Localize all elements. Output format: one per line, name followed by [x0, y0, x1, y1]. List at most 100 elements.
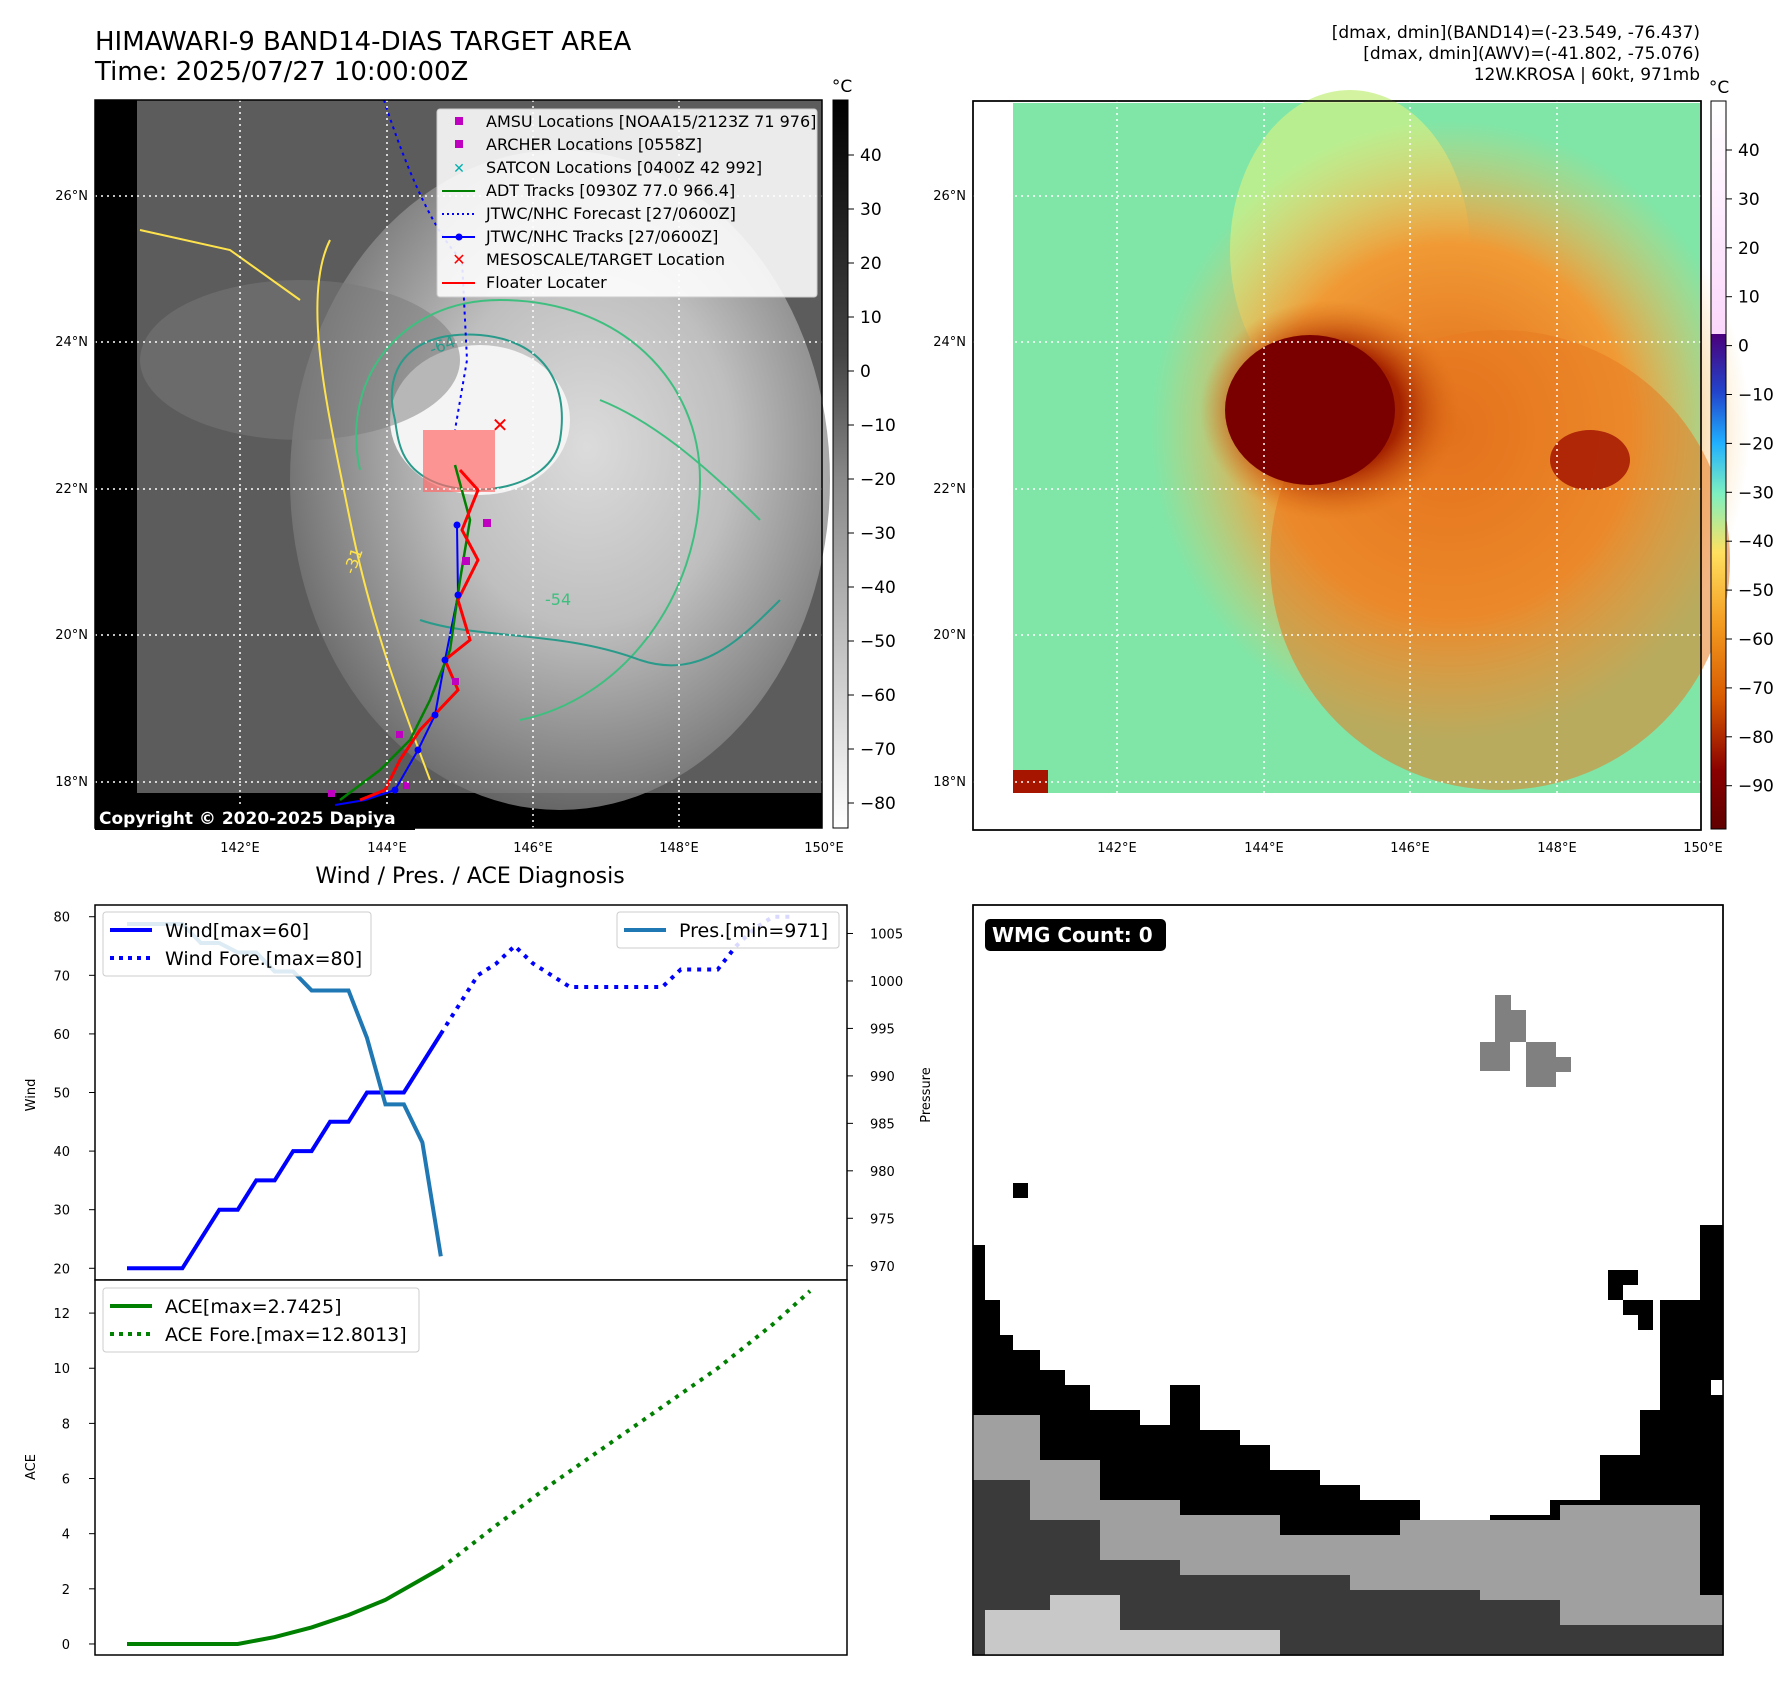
- legend-ace: ACE[max=2.7425]: [165, 1296, 342, 1318]
- info-band14: [dmax, dmin](BAND14)=(-23.549, -76.437): [1332, 23, 1700, 43]
- legend-pressure: Pres.[min=971]: [679, 920, 828, 942]
- legend-wind-forecast: Wind Fore.[max=80]: [165, 948, 362, 970]
- y-tick-label: 8: [62, 1417, 70, 1432]
- y-tick-label: 20: [53, 1262, 70, 1277]
- awv-colorbar-tick-label: −60: [1738, 630, 1774, 650]
- legend-amsu: AMSU Locations [NOAA15/2123Z 71 976]: [486, 112, 816, 131]
- amsu-locations: [328, 519, 491, 797]
- ir-colorbar: °C: [832, 77, 852, 829]
- ir-colorbar-tick-label: 30: [860, 200, 882, 220]
- ir-colorbar-tick-label: −40: [860, 578, 896, 598]
- pressure-legend: Pres.[min=971]: [616, 911, 840, 949]
- svg-text:24°N: 24°N: [55, 335, 88, 350]
- ace-axis-label: ACE: [24, 1454, 39, 1480]
- y-tick-label: 12: [53, 1307, 70, 1322]
- legend-mesoscale-marker: ✕: [452, 250, 465, 269]
- wmg-silver-patch: [985, 1595, 1280, 1655]
- awv-colorbar-ticks: 40 30 20 10 0 −10 −20 −30 −40 −50 −60 −70 −80 −90: [1726, 141, 1774, 797]
- awv-colorbar-tick-label: −80: [1738, 728, 1774, 748]
- jtwc-forecast-track: [383, 99, 469, 431]
- diagnosis-title: Wind / Pres. / ACE Diagnosis: [315, 864, 624, 889]
- series-line-1-0: [127, 1566, 442, 1646]
- map-legend-box: [436, 108, 818, 298]
- awv-colorbar-tick-label: 20: [1738, 239, 1760, 259]
- legend-jtwc-forecast: JTWC/NHC Forecast [27/0600Z]: [485, 204, 736, 223]
- y-tick-label: 6: [62, 1473, 70, 1488]
- y-tick-label: 80: [53, 911, 70, 926]
- awv-colorbar-tick-label: −10: [1738, 386, 1774, 406]
- awv-lat-labels: 26°N 24°N 22°N 20°N 18°N: [933, 189, 966, 790]
- ir-colorbar-tick-label: −20: [860, 470, 896, 490]
- ir-colorbar-tick-label: 0: [860, 362, 871, 382]
- svg-text:20°N: 20°N: [55, 628, 88, 643]
- svg-text:144°E: 144°E: [1244, 841, 1284, 856]
- svg-text:22°N: 22°N: [55, 482, 88, 497]
- series-line-0-0: [127, 1032, 443, 1271]
- svg-text:142°E: 142°E: [1097, 841, 1137, 856]
- y-tick-label: 30: [53, 1204, 70, 1219]
- y-right-tick-label: 1000: [870, 975, 903, 990]
- svg-text:142°E: 142°E: [220, 841, 260, 856]
- ir-colorbar-tick-label: −50: [860, 632, 896, 652]
- wind-axis-label: Wind: [24, 1079, 39, 1112]
- adt-track: [339, 464, 472, 801]
- series-line-1-1: [439, 1289, 812, 1570]
- legend-archer-marker: [455, 140, 463, 148]
- legend-mesoscale: MESOSCALE/TARGET Location: [486, 250, 725, 269]
- svg-text:148°E: 148°E: [659, 841, 699, 856]
- ace-legend: ACE[max=2.7425] ACE Fore.[max=12.8013]: [102, 1287, 420, 1353]
- jtwc-track-points: [391, 521, 462, 794]
- target-location-marker: ✕: [492, 413, 509, 437]
- ir-colorbar-tick-label: −10: [860, 416, 896, 436]
- floater-track: [359, 468, 480, 802]
- awv-colorbar-tick-label: 40: [1738, 141, 1760, 161]
- ir-colorbar-tick-label: 20: [860, 254, 882, 274]
- series-line-0-1: [439, 914, 792, 1035]
- map-legend: AMSU Locations [NOAA15/2123Z 71 976] ARC…: [442, 112, 816, 292]
- y-tick-label: 4: [62, 1528, 70, 1543]
- wmg-badge-box: [985, 919, 1166, 951]
- legend-jtwc-track: JTWC/NHC Tracks [27/0600Z]: [485, 227, 718, 246]
- svg-text:24°N: 24°N: [933, 335, 966, 350]
- awv-colorbar-tick-label: 30: [1738, 190, 1760, 210]
- ace-plot-layer: 0 2 4 6 8 10 12: [53, 1289, 812, 1653]
- wmg-panel: WMG Count: 0: [972, 904, 1724, 1656]
- awv-colorbar-tick-label: −40: [1738, 532, 1774, 552]
- wind-plot-layer: 20 30 40 50 60 70 80 970 975 980 985 990 995 1000 1005: [53, 911, 903, 1278]
- svg-text:18°N: 18°N: [933, 775, 966, 790]
- ir-colorbar-tick-label: −30: [860, 524, 896, 544]
- legend-satcon: SATCON Locations [0400Z 42 992]: [486, 158, 762, 177]
- awv-colorbar-tick-label: 0: [1738, 337, 1749, 357]
- wmg-badge: WMG Count: 0: [992, 923, 1153, 947]
- awv-colorbar-tick-label: −70: [1738, 679, 1774, 699]
- legend-floater: Floater Locater: [486, 273, 607, 292]
- legend-archer: ARCHER Locations [0558Z]: [486, 135, 702, 154]
- awv-colorbar-tick-label: −90: [1738, 777, 1774, 797]
- y-tick-label: 2: [62, 1583, 70, 1598]
- y-right-tick-label: 980: [870, 1165, 895, 1180]
- svg-text:26°N: 26°N: [55, 189, 88, 204]
- legend-amsu-marker: [455, 117, 463, 125]
- awv-colorbar-tick-label: −20: [1738, 434, 1774, 454]
- y-right-tick-label: 985: [870, 1117, 895, 1132]
- y-tick-label: 10: [53, 1362, 70, 1377]
- y-tick-label: 50: [53, 1087, 70, 1102]
- figure-time: Time: 2025/07/27 10:00:00Z: [94, 57, 468, 87]
- y-right-tick-label: 975: [870, 1212, 895, 1227]
- info-awv: [dmax, dmin](AWV)=(-41.802, -75.076): [1363, 44, 1700, 64]
- ir-colorbar-tick-label: 10: [860, 308, 882, 328]
- awv-lon-labels: 142°E 144°E 146°E 148°E 150°E: [1097, 841, 1723, 856]
- svg-text:18°N: 18°N: [55, 775, 88, 790]
- svg-text:150°E: 150°E: [1683, 841, 1723, 856]
- y-tick-label: 60: [53, 1028, 70, 1043]
- ir-colorbar-ticks: 40 30 20 10 0 −10 −20 −30 −40 −50 −60 −70 −80: [848, 146, 896, 814]
- svg-text:22°N: 22°N: [933, 482, 966, 497]
- figure-title: HIMAWARI-9 BAND14-DIAS TARGET AREA: [95, 27, 632, 57]
- ir-colorbar-tick-label: −60: [860, 686, 896, 706]
- pressure-axis-label: Pressure: [919, 1067, 934, 1123]
- awv-colorbar-tick-label: −50: [1738, 581, 1774, 601]
- wind-legend: Wind[max=60] Wind Fore.[max=80]: [102, 911, 372, 977]
- svg-text:146°E: 146°E: [1390, 841, 1430, 856]
- y-right-tick-label: 970: [870, 1260, 895, 1275]
